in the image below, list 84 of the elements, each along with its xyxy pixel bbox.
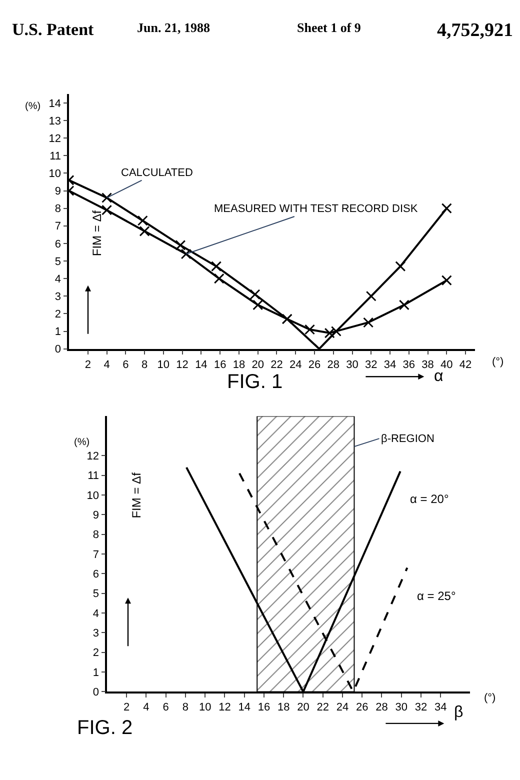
x-tick-label: 18 — [232, 358, 246, 371]
y-tick-label: 10 — [86, 490, 100, 502]
x-tick-label: 18 — [277, 702, 290, 714]
y-tick-label: 3 — [92, 628, 100, 640]
x-tick-label: 6 — [162, 702, 169, 714]
x-tick-label: 16 — [258, 702, 270, 714]
y-tick-label: 14 — [48, 98, 62, 110]
y-tick-label: 2 — [54, 308, 62, 321]
y-axis-title: FIM = Δf — [90, 210, 104, 256]
x-tick-label: 26 — [356, 702, 368, 714]
y-tick-label: 4 — [54, 273, 62, 286]
text: MEASURED WITH TEST RECORD DISK — [214, 203, 418, 215]
y-axis-title: FIM = Δf — [130, 472, 144, 518]
y-tick-label: 7 — [54, 220, 62, 233]
x-tick-label: 8 — [141, 358, 148, 371]
y-tick-label: 7 — [92, 548, 100, 561]
x-axis-title: α — [434, 368, 444, 385]
text: (%) — [74, 437, 90, 448]
x-tick-label: 24 — [336, 702, 349, 714]
x-tick-label: 8 — [182, 702, 189, 714]
x-tick-label: 20 — [252, 358, 264, 371]
series-label: CALCULATED — [121, 167, 193, 179]
x-tick-label: 34 — [384, 358, 396, 371]
x-tick-label: 36 — [402, 358, 416, 371]
x-tick-label: 4 — [143, 702, 150, 714]
text: 4,752,921 — [437, 20, 513, 41]
x-tick-label: 20 — [297, 702, 310, 714]
x-tick-label: 12 — [176, 358, 188, 371]
y-tick-label: 13 — [48, 115, 62, 128]
band-label: β-REGION — [381, 433, 434, 445]
x-tick-label: 40 — [440, 358, 453, 371]
x-tick-label: 30 — [346, 358, 358, 371]
y-tick-label: 12 — [86, 450, 100, 462]
series-label: α = 20° — [410, 492, 449, 506]
text: FIG. 2 — [77, 717, 133, 739]
x-tick-label: 10 — [157, 358, 170, 371]
text: Jun. 21, 1988 — [137, 20, 210, 35]
y-tick-label: 5 — [54, 256, 62, 268]
text: Sheet 1 of 9 — [297, 20, 362, 35]
y-tick-label: 2 — [92, 647, 100, 660]
y-tick-label: 10 — [48, 168, 62, 180]
y-tick-label: 0 — [54, 344, 62, 356]
y-tick-label: 8 — [54, 203, 62, 216]
text: (°) — [492, 356, 504, 368]
x-tick-label: 2 — [124, 702, 130, 714]
y-tick-label: 6 — [54, 238, 62, 250]
x-tick-label: 42 — [459, 358, 472, 371]
y-tick-label: 11 — [88, 470, 100, 482]
y-tick-label: 6 — [92, 568, 100, 581]
y-tick-label: 9 — [54, 186, 62, 198]
y-tick-label: 0 — [92, 686, 100, 699]
x-tick-label: 30 — [395, 702, 408, 714]
x-tick-label: 28 — [376, 702, 388, 714]
series-label: α = 25° — [417, 589, 456, 603]
text: U.S. Patent — [12, 20, 94, 39]
y-tick-label: 1 — [92, 666, 100, 679]
x-tick-label: 26 — [308, 358, 321, 371]
x-tick-label: 14 — [238, 702, 250, 714]
y-tick-label: 9 — [92, 509, 100, 522]
x-axis-title: β — [454, 704, 464, 721]
x-tick-label: 24 — [289, 358, 302, 371]
x-tick-label: 28 — [327, 358, 340, 371]
x-tick-label: 4 — [104, 358, 110, 371]
x-tick-label: 6 — [122, 358, 129, 371]
x-tick-label: 34 — [434, 702, 447, 714]
x-tick-label: 10 — [198, 702, 212, 714]
x-tick-label: 22 — [270, 358, 283, 371]
y-tick-label: 4 — [92, 608, 100, 620]
y-tick-label: 11 — [50, 150, 62, 162]
y-tick-label: 12 — [48, 132, 62, 145]
y-tick-label: 5 — [92, 588, 100, 600]
x-tick-label: 12 — [218, 702, 231, 714]
x-tick-label: 38 — [422, 358, 434, 371]
x-tick-label: 14 — [195, 358, 208, 371]
x-tick-label: 16 — [214, 358, 226, 371]
y-tick-label: 8 — [92, 529, 100, 542]
x-tick-label: 22 — [316, 702, 329, 714]
text: (°) — [484, 692, 496, 704]
x-tick-label: 32 — [365, 358, 378, 371]
text: FIG. 1 — [227, 371, 283, 393]
x-tick-label: 32 — [414, 702, 428, 714]
y-tick-label: 3 — [54, 290, 62, 303]
y-tick-label: 1 — [54, 326, 62, 338]
text: (%) — [25, 101, 41, 112]
